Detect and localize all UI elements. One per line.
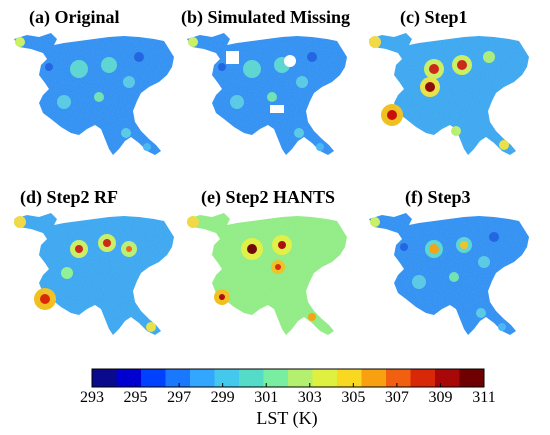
colorbar-swatch [361, 369, 387, 387]
colorbar-tick-label: 307 [384, 389, 409, 406]
panel-title-original: (a) Original [29, 7, 120, 27]
colorbar-swatch [459, 369, 485, 387]
missing-gap [284, 55, 296, 67]
panel-title-step3: (f) Step3 [405, 187, 471, 207]
panel-title-step2-rf: (d) Step2 RF [20, 187, 118, 207]
colorbar-swatch [386, 369, 411, 387]
panel-title-step1: (c) Step1 [400, 7, 468, 27]
colorbar-swatch [165, 369, 191, 387]
missing-gap [226, 51, 239, 64]
colorbar-swatch [92, 369, 117, 387]
colorbar-swatch [312, 369, 338, 387]
panel-title-step2-hants: (e) Step2 HANTS [201, 187, 335, 207]
missing-gap [270, 105, 284, 113]
colorbar [91, 368, 485, 388]
colorbar-swatch [288, 369, 313, 387]
colorbar-swatch [141, 369, 166, 387]
colorbar-tick-label: 311 [472, 389, 496, 406]
colorbar-tick-label: 293 [80, 389, 104, 406]
colorbar-swatch [190, 369, 215, 387]
colorbar-tick-label: 301 [254, 389, 279, 406]
colorbar-title: LST (K) [256, 408, 318, 428]
colorbar-swatch [116, 369, 142, 387]
colorbar-swatch [214, 369, 240, 387]
panel-title-simulated-missing: (b) Simulated Missing [181, 7, 351, 27]
colorbar-tick-label: 297 [167, 389, 192, 406]
colorbar-swatch [239, 369, 264, 387]
map-original [14, 33, 174, 155]
colorbar-tick-label: 295 [123, 389, 148, 406]
map-step3 [369, 213, 529, 335]
map-step2-rf [14, 213, 174, 335]
colorbar-tick-label: 305 [341, 389, 366, 406]
colorbar-tick-label: 299 [210, 389, 235, 406]
colorbar-swatch [337, 369, 362, 387]
map-step2-hants [187, 213, 347, 335]
map-step1 [369, 33, 529, 155]
colorbar-frame [91, 368, 485, 388]
colorbar-tick-label: 303 [297, 389, 322, 406]
map-simulated-missing [187, 33, 347, 155]
colorbar-swatch [263, 369, 289, 387]
colorbar-tick-label: 309 [428, 389, 453, 406]
colorbar-swatch [410, 369, 436, 387]
colorbar-swatch [435, 369, 460, 387]
